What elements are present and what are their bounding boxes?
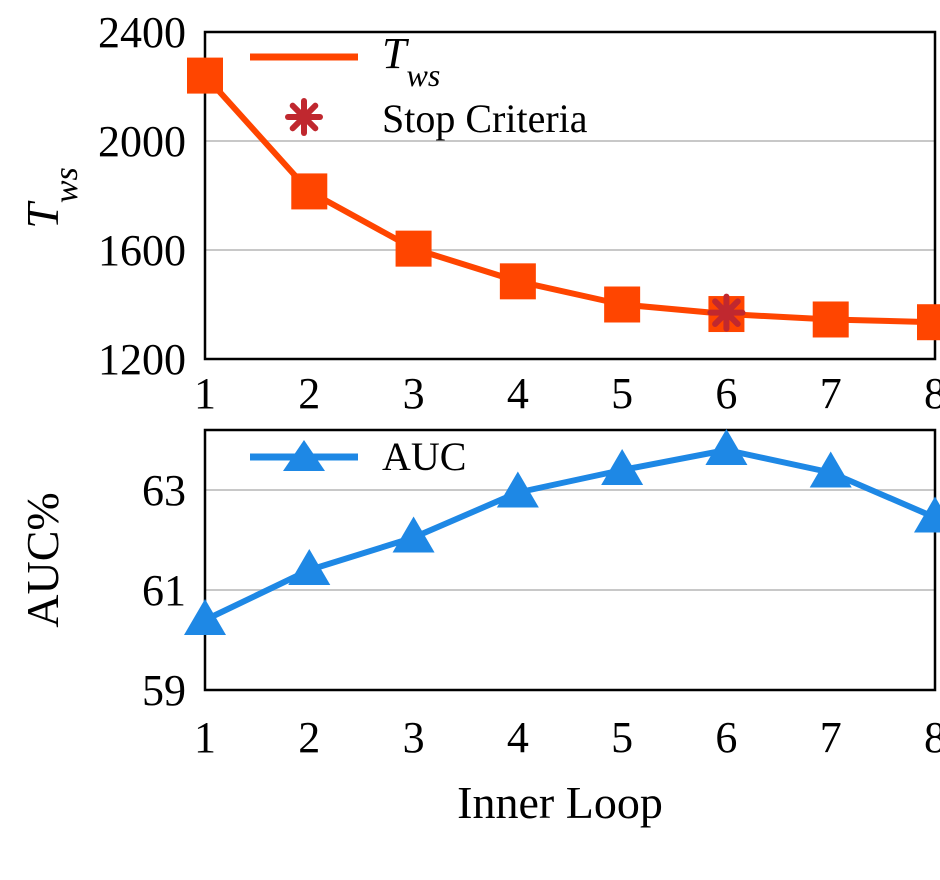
tws-point [604, 286, 641, 323]
tws-x-tick-label: 1 [194, 369, 216, 418]
stop-criteria-markers [707, 293, 746, 332]
tws-series [187, 57, 940, 341]
legend-stop-criteria-marker [285, 98, 323, 136]
auc-panel: 59 61 63 1 2 3 4 5 6 7 8 AUC% Inner Loop AUC [17, 428, 940, 828]
tws-point [395, 230, 432, 267]
tws-y-tick-label: 2400 [98, 8, 186, 57]
auc-point [496, 471, 539, 508]
tws-x-tick-label: 7 [820, 369, 842, 418]
legend-tws-label: Tws [382, 29, 440, 93]
auc-point [184, 599, 226, 635]
auc-y-tick-labels: 59 61 63 [142, 466, 186, 715]
auc-series-line [203, 447, 937, 623]
stop-criteria-marker [707, 293, 746, 332]
tws-point [187, 57, 223, 94]
auc-x-tick-label: 6 [715, 713, 737, 762]
tws-y-tick-label: 1200 [98, 335, 186, 384]
auc-legend: AUC [250, 434, 466, 479]
tws-y-axis-label: Tws [17, 167, 85, 229]
tws-legend: Tws Stop Criteria [250, 29, 588, 141]
auc-y-tick-label: 63 [142, 466, 186, 515]
auc-point [705, 429, 748, 465]
tws-x-tick-label: 6 [715, 369, 737, 418]
auc-x-tick-label: 5 [611, 713, 633, 762]
tws-point [499, 263, 536, 300]
tws-x-tick-label: 2 [298, 369, 320, 418]
auc-point [601, 449, 644, 485]
tws-x-tick-labels: 1 2 3 4 5 6 7 8 [194, 369, 940, 418]
tws-y-tick-label: 1600 [98, 226, 186, 275]
tws-x-tick-label: 4 [507, 369, 529, 418]
tws-x-tick-label: 3 [403, 369, 425, 418]
legend-auc-label: AUC [382, 434, 466, 479]
tws-point [812, 301, 849, 338]
auc-x-tick-label: 7 [820, 713, 842, 762]
auc-x-tick-label: 1 [194, 713, 216, 762]
tws-y-tick-label: 2000 [98, 117, 186, 166]
auc-plot-frame [203, 428, 937, 692]
tws-point [917, 304, 940, 341]
legend-auc-marker [283, 440, 325, 471]
tws-gridlines [205, 140, 935, 251]
tws-y-tick-labels: 1200 1600 2000 2400 [98, 8, 186, 384]
auc-x-tick-label: 8 [924, 713, 940, 762]
auc-x-tick-label: 2 [298, 713, 320, 762]
auc-x-tick-labels: 1 2 3 4 5 6 7 8 [194, 713, 940, 762]
auc-point [914, 496, 940, 533]
tws-x-tick-label: 5 [611, 369, 633, 418]
auc-y-tick-label: 59 [142, 666, 186, 715]
auc-point [288, 549, 331, 585]
tws-plot-frame [203, 30, 937, 361]
legend-stop-criteria-label: Stop Criteria [382, 96, 588, 141]
auc-gridlines [205, 489, 935, 591]
x-axis-label: Inner Loop [457, 777, 663, 828]
tws-x-tick-label: 8 [924, 369, 940, 418]
auc-y-tick-label: 61 [142, 566, 186, 615]
tws-point [291, 173, 328, 210]
auc-point [809, 451, 852, 488]
auc-x-tick-label: 3 [403, 713, 425, 762]
auc-point [392, 516, 435, 553]
tws-panel: 1200 1600 2000 2400 1 2 3 4 5 6 7 8 Tws Tws Stop C… [17, 8, 940, 418]
auc-x-tick-label: 4 [507, 713, 529, 762]
legend-stop-criteria-icon [285, 98, 323, 136]
auc-y-axis-label: AUC% [17, 492, 68, 627]
auc-series [184, 429, 940, 635]
